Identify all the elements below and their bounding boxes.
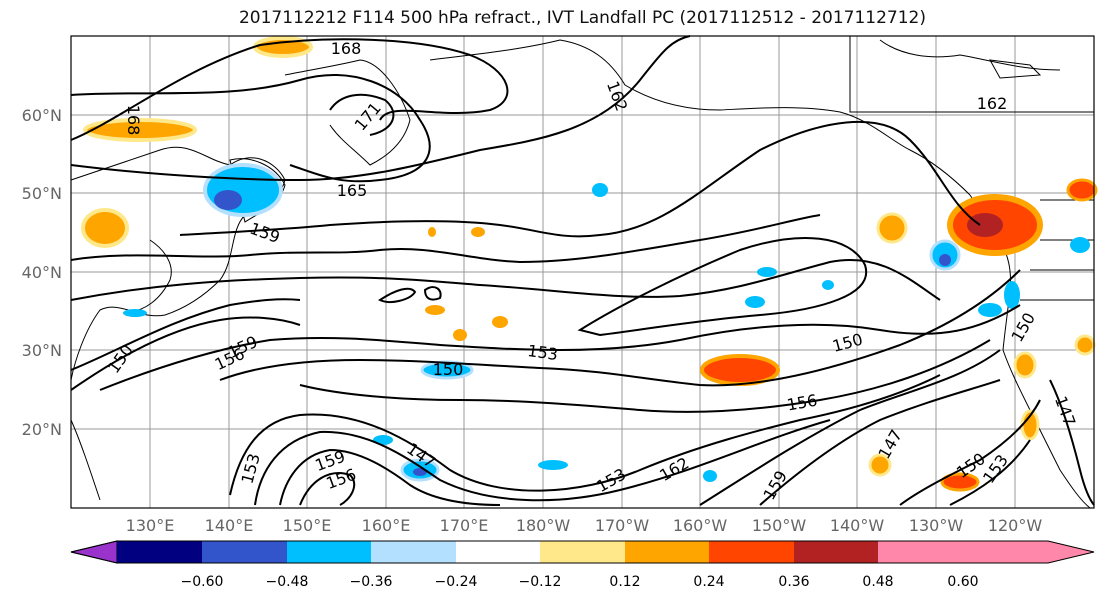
colorbar-tick: −0.12	[519, 574, 562, 590]
lon-label: 140°E	[205, 516, 254, 535]
colorbar-bin	[202, 541, 287, 563]
shading-positive	[81, 36, 1098, 492]
contour-label: 165	[337, 181, 368, 200]
lon-label: 120°W	[988, 516, 1043, 535]
colorbar-tick: 0.36	[778, 574, 809, 590]
contour-label: 150	[433, 360, 464, 379]
colorbar-bin	[709, 541, 794, 563]
contour-label: 168	[331, 39, 362, 58]
lat-label: 50°N	[22, 184, 62, 203]
contour-label: 168	[124, 105, 143, 136]
map-panel: 168 168 171 162 162 165 159 150 159 156 …	[70, 35, 1098, 509]
lon-label: 150°E	[283, 516, 332, 535]
colorbar-bin	[794, 541, 878, 563]
colorbar-tick: 0.48	[862, 574, 893, 590]
lat-label: 60°N	[22, 106, 62, 125]
colorbar-outline	[70, 540, 1095, 564]
lat-label: 40°N	[22, 263, 62, 282]
shading-negative	[123, 163, 1090, 482]
lon-label: 160°E	[362, 516, 411, 535]
colorbar-extend-low	[70, 540, 118, 564]
longitude-labels: 130°E 140°E 150°E 160°E 170°E 180°W 170°…	[126, 516, 1043, 535]
colorbar-bin	[287, 541, 371, 563]
lon-label: 150°W	[752, 516, 807, 535]
colorbar-tick: 0.24	[693, 574, 724, 590]
lon-label: 130°E	[126, 516, 175, 535]
colorbar: −0.60 −0.48 −0.36 −0.24 −0.12 0.12 0.24 …	[70, 540, 1095, 590]
colorbar-extend-high	[963, 541, 1094, 563]
contour-label: 153	[526, 341, 559, 364]
colorbar-bin	[540, 541, 625, 563]
colorbar-tick: −0.60	[181, 574, 224, 590]
colorbar-tick: 0.12	[609, 574, 640, 590]
colorbar-tick: −0.24	[435, 574, 478, 590]
lon-label: 180°W	[516, 516, 571, 535]
colorbar-bin	[117, 541, 202, 563]
lon-label: 140°W	[830, 516, 885, 535]
lat-label: 20°N	[22, 420, 62, 439]
lon-label: 160°W	[673, 516, 728, 535]
lon-label: 170°E	[440, 516, 489, 535]
colorbar-bin	[456, 541, 540, 563]
colorbar-bin	[625, 541, 709, 563]
contour-label: 162	[977, 94, 1008, 113]
lat-label: 30°N	[22, 341, 62, 360]
colorbar-tick: −0.48	[266, 574, 309, 590]
map-title: 2017112212 F114 500 hPa refract., IVT La…	[238, 8, 926, 28]
lon-label: 170°W	[595, 516, 650, 535]
lon-label: 130°W	[909, 516, 964, 535]
colorbar-bin	[371, 541, 456, 563]
map-border	[70, 35, 1095, 509]
colorbar-tick: 0.60	[947, 574, 978, 590]
contours	[70, 35, 1095, 506]
colorbar-tick: −0.36	[350, 574, 393, 590]
latitude-labels: 60°N 50°N 40°N 30°N 20°N	[22, 106, 62, 439]
colorbar-bin	[878, 541, 963, 563]
